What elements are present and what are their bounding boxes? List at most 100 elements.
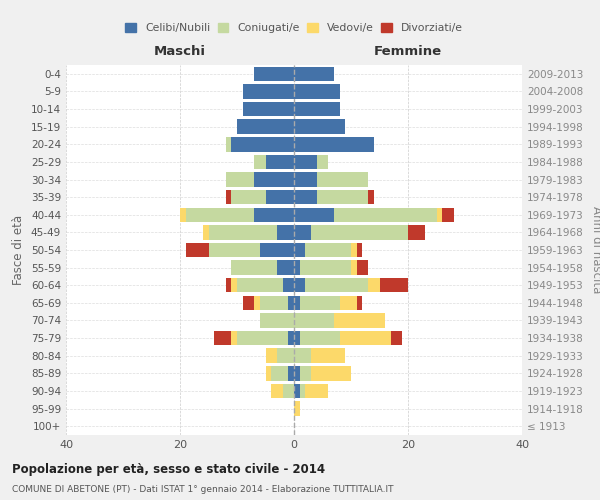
Bar <box>237 278 283 292</box>
Bar <box>334 208 437 222</box>
Bar <box>186 208 254 222</box>
Bar <box>356 296 362 310</box>
Bar <box>294 137 374 152</box>
Bar <box>277 260 294 275</box>
Bar <box>260 243 294 257</box>
Bar <box>311 348 346 363</box>
Bar <box>209 243 260 257</box>
Bar <box>305 243 351 257</box>
Bar <box>300 260 351 275</box>
Bar <box>265 348 277 363</box>
Bar <box>294 384 300 398</box>
Bar <box>294 348 311 363</box>
Bar <box>254 172 294 186</box>
Bar <box>294 243 305 257</box>
Bar <box>442 208 454 222</box>
Bar <box>260 314 294 328</box>
Bar <box>351 243 356 257</box>
Bar <box>294 190 317 204</box>
Bar <box>305 384 328 398</box>
Bar <box>294 154 317 169</box>
Bar <box>289 366 294 380</box>
Bar <box>186 243 209 257</box>
Bar <box>254 208 294 222</box>
Bar <box>294 314 334 328</box>
Bar <box>294 331 300 345</box>
Bar <box>300 296 340 310</box>
Bar <box>317 190 368 204</box>
Y-axis label: Anni di nascita: Anni di nascita <box>590 206 600 294</box>
Bar <box>356 260 368 275</box>
Bar <box>300 331 340 345</box>
Bar <box>254 296 260 310</box>
Bar <box>294 402 300 416</box>
Bar <box>265 366 271 380</box>
Text: Femmine: Femmine <box>374 45 442 58</box>
Bar <box>356 243 362 257</box>
Bar <box>226 278 232 292</box>
Bar <box>368 278 380 292</box>
Bar <box>277 225 294 240</box>
Bar <box>294 172 317 186</box>
Bar <box>294 208 334 222</box>
Bar <box>226 190 232 204</box>
Bar <box>351 260 356 275</box>
Bar <box>254 154 265 169</box>
Bar <box>242 102 294 117</box>
Bar <box>209 225 277 240</box>
Bar <box>380 278 408 292</box>
Bar <box>391 331 402 345</box>
Bar <box>311 225 408 240</box>
Bar <box>203 225 209 240</box>
Bar <box>300 366 311 380</box>
Bar <box>368 190 374 204</box>
Bar <box>254 66 294 81</box>
Bar <box>294 225 311 240</box>
Bar <box>311 366 351 380</box>
Bar <box>260 296 289 310</box>
Bar <box>232 331 237 345</box>
Bar <box>300 384 305 398</box>
Bar <box>317 154 328 169</box>
Bar <box>283 384 294 398</box>
Bar <box>294 366 300 380</box>
Bar <box>226 137 232 152</box>
Bar <box>265 190 294 204</box>
Bar <box>271 384 283 398</box>
Bar <box>294 296 300 310</box>
Bar <box>232 260 277 275</box>
Bar <box>271 366 289 380</box>
Bar <box>317 172 368 186</box>
Bar <box>237 331 289 345</box>
Bar <box>289 296 294 310</box>
Legend: Celibi/Nubili, Coniugati/e, Vedovi/e, Divorziati/e: Celibi/Nubili, Coniugati/e, Vedovi/e, Di… <box>121 18 467 38</box>
Bar <box>294 260 300 275</box>
Bar <box>305 278 368 292</box>
Bar <box>242 84 294 98</box>
Bar <box>232 137 294 152</box>
Bar <box>226 172 254 186</box>
Bar <box>408 225 425 240</box>
Bar <box>294 84 340 98</box>
Bar <box>283 278 294 292</box>
Text: COMUNE DI ABETONE (PT) - Dati ISTAT 1° gennaio 2014 - Elaborazione TUTTITALIA.IT: COMUNE DI ABETONE (PT) - Dati ISTAT 1° g… <box>12 485 394 494</box>
Bar <box>294 66 334 81</box>
Bar <box>294 120 346 134</box>
Bar <box>232 278 237 292</box>
Bar <box>334 314 385 328</box>
Bar <box>340 296 357 310</box>
Bar <box>180 208 186 222</box>
Bar <box>294 278 305 292</box>
Bar <box>232 190 265 204</box>
Text: Maschi: Maschi <box>154 45 206 58</box>
Bar <box>294 102 340 117</box>
Text: Popolazione per età, sesso e stato civile - 2014: Popolazione per età, sesso e stato civil… <box>12 462 325 475</box>
Bar <box>289 331 294 345</box>
Bar <box>437 208 442 222</box>
Y-axis label: Fasce di età: Fasce di età <box>13 215 25 285</box>
Bar <box>214 331 232 345</box>
Bar <box>265 154 294 169</box>
Bar <box>237 120 294 134</box>
Bar <box>340 331 391 345</box>
Bar <box>277 348 294 363</box>
